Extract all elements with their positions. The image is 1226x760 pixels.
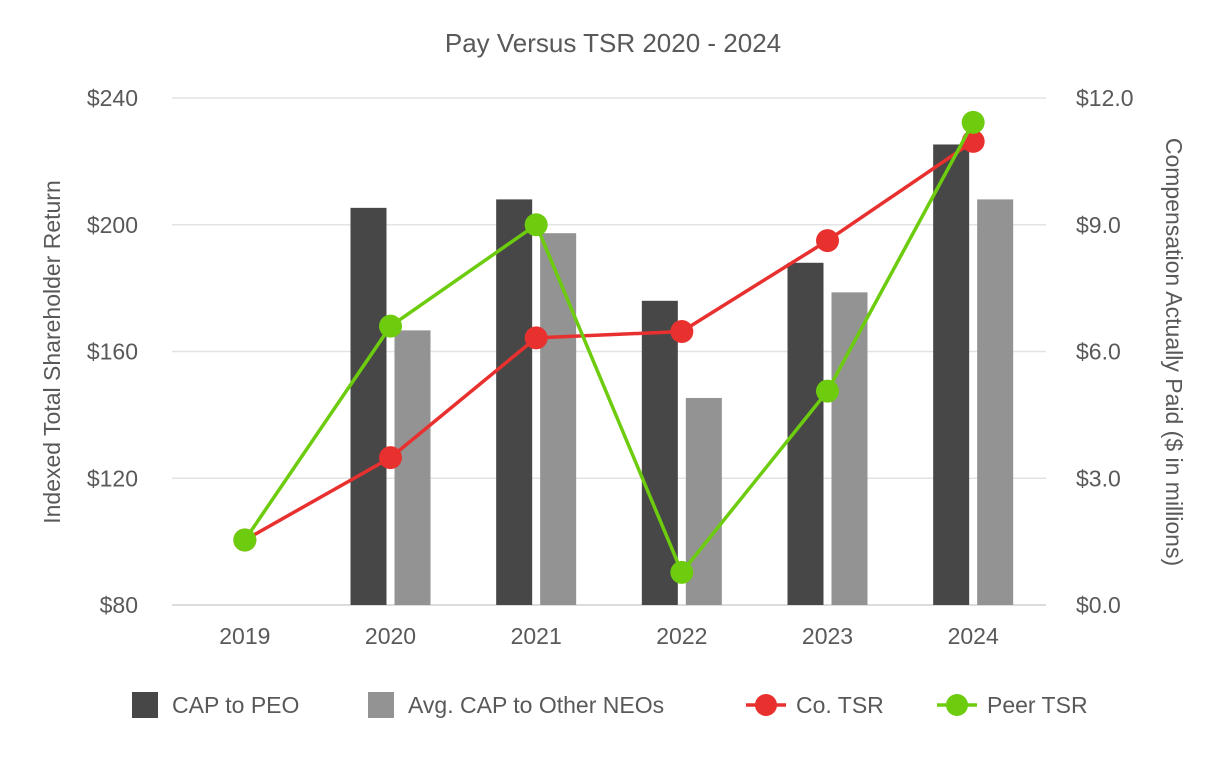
left-axis-label: Indexed Total Shareholder Return xyxy=(39,180,65,524)
bar-cap-to-peo-2020 xyxy=(350,207,387,605)
point-co-tsr-2022 xyxy=(670,320,694,344)
left-tick-label: $240 xyxy=(87,85,138,111)
bar-cap-to-peo-2024 xyxy=(933,144,970,605)
line-series xyxy=(233,110,985,584)
line-co-tsr xyxy=(243,139,975,542)
right-tick-label: $0.0 xyxy=(1076,592,1121,618)
bar-series xyxy=(350,144,1014,605)
line-peer-tsr xyxy=(243,121,975,575)
x-tick-label: 2023 xyxy=(802,623,853,649)
chart-title: Pay Versus TSR 2020 - 2024 xyxy=(445,28,781,58)
x-tick-label: 2024 xyxy=(948,623,999,649)
right-tick-label: $3.0 xyxy=(1076,465,1121,491)
point-peer-tsr-2023 xyxy=(816,379,839,403)
bar-avg-cap-to-other-neos-2021 xyxy=(540,233,577,605)
bar-avg-cap-to-other-neos-2023 xyxy=(831,292,868,605)
bar-cap-to-peo-2022 xyxy=(641,300,678,605)
point-co-tsr-2020 xyxy=(379,446,402,470)
legend-marker xyxy=(755,694,777,716)
legend-item: Avg. CAP to Other NEOs xyxy=(368,692,664,718)
point-peer-tsr-2022 xyxy=(670,560,694,584)
point-peer-tsr-2020 xyxy=(379,314,402,338)
right-tick-label: $6.0 xyxy=(1076,339,1121,365)
legend-label: Co. TSR xyxy=(796,692,884,718)
left-tick-label: $80 xyxy=(100,592,138,618)
legend-item: CAP to PEO xyxy=(132,692,299,718)
point-co-tsr-2023 xyxy=(816,229,839,253)
x-tick-label: 2021 xyxy=(511,623,562,649)
legend: CAP to PEO Avg. CAP to Other NEOs Co. TSR P… xyxy=(132,692,1088,718)
bar-avg-cap-to-other-neos-2024 xyxy=(977,199,1014,605)
x-tick-label: 2019 xyxy=(219,623,270,649)
legend-item: Peer TSR xyxy=(937,692,1088,718)
point-peer-tsr-2024 xyxy=(961,110,985,134)
legend-label: CAP to PEO xyxy=(172,692,299,718)
legend-label: Avg. CAP to Other NEOs xyxy=(408,692,664,718)
legend-label: Peer TSR xyxy=(987,692,1088,718)
bar-avg-cap-to-other-neos-2020 xyxy=(394,330,431,605)
axes: $80 $120 $160 $200 $240 $0.0 $3.0 $6.0 $9.0 $12.0… xyxy=(87,85,1134,649)
x-tick-label: 2020 xyxy=(365,623,416,649)
right-tick-label: $12.0 xyxy=(1076,85,1134,111)
legend-swatch xyxy=(368,692,394,718)
left-tick-label: $200 xyxy=(87,212,138,238)
gridlines xyxy=(172,97,1046,606)
point-peer-tsr-2019 xyxy=(233,528,257,552)
point-peer-tsr-2021 xyxy=(524,213,548,237)
x-tick-label: 2022 xyxy=(656,623,707,649)
left-tick-label: $120 xyxy=(87,465,138,491)
right-tick-label: $9.0 xyxy=(1076,212,1121,238)
legend-swatch xyxy=(132,692,158,718)
left-tick-label: $160 xyxy=(87,339,138,365)
bar-cap-to-peo-2021 xyxy=(496,199,533,605)
right-axis-label: Compensation Actually Paid ($ in million… xyxy=(1161,138,1187,566)
point-co-tsr-2021 xyxy=(524,326,548,350)
legend-item: Co. TSR xyxy=(746,692,884,718)
legend-marker xyxy=(946,694,968,716)
